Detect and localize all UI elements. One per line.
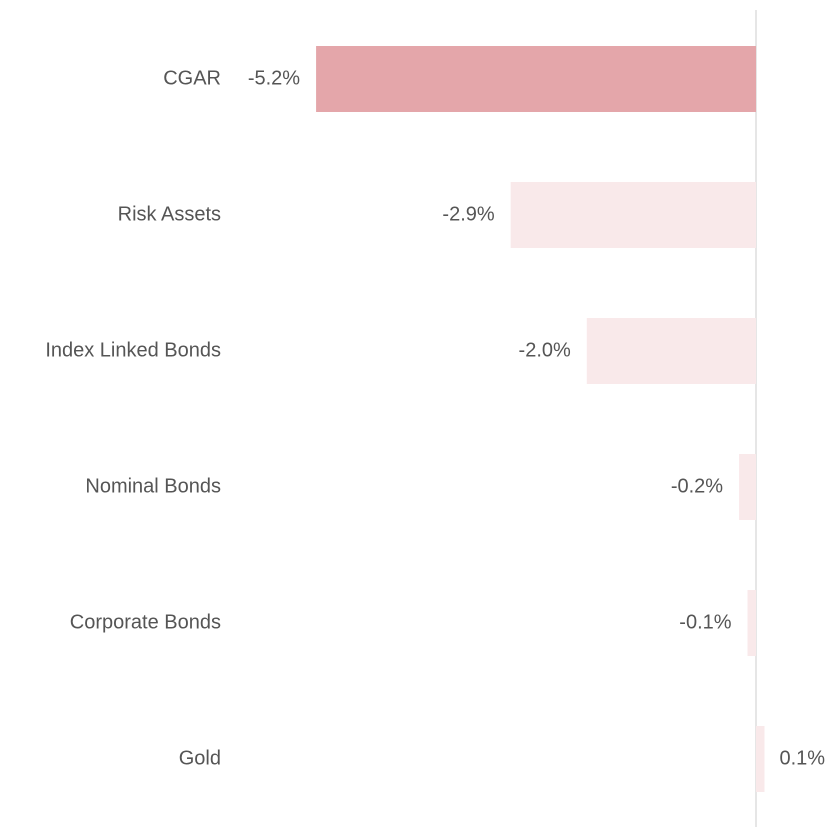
value-label: -0.1% [679, 611, 731, 633]
category-label: Corporate Bonds [70, 611, 221, 633]
category-label: Gold [179, 747, 221, 769]
category-label: Risk Assets [118, 203, 221, 225]
value-label: -2.9% [442, 203, 494, 225]
category-label: Nominal Bonds [85, 475, 221, 497]
value-label: -2.0% [519, 339, 571, 361]
bar [316, 46, 756, 112]
bar [510, 182, 756, 248]
category-label: CGAR [163, 67, 221, 89]
category-label: Index Linked Bonds [45, 339, 221, 361]
bar [756, 726, 765, 792]
value-label: -0.2% [671, 475, 723, 497]
bar [747, 590, 756, 656]
bar [586, 318, 756, 384]
bar [739, 454, 756, 520]
value-label: -5.2% [248, 67, 300, 89]
value-label: 0.1% [779, 747, 825, 769]
